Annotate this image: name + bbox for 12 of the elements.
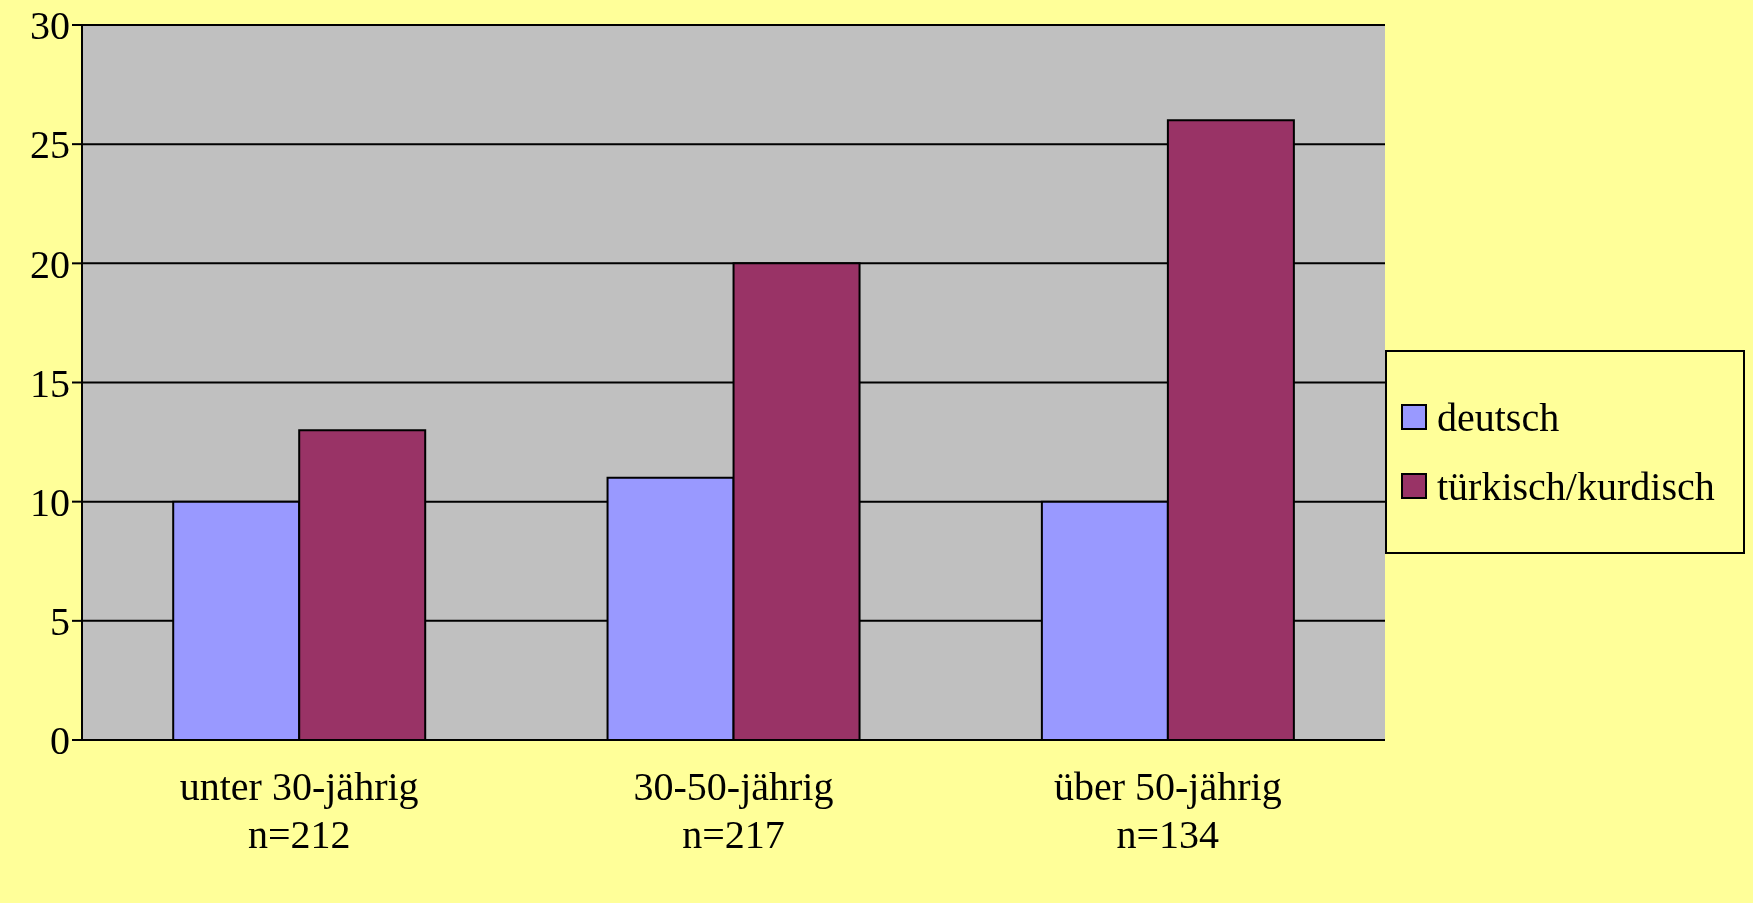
y-tick-label: 10 (30, 479, 70, 525)
y-tick-label: 15 (30, 360, 70, 406)
legend-label: türkisch/kurdisch (1437, 462, 1715, 510)
legend-label: deutsch (1437, 393, 1560, 441)
y-tick-label: 0 (50, 718, 70, 764)
y-tick-label: 5 (50, 599, 70, 645)
y-tick-label: 20 (30, 241, 70, 287)
y-tick-label: 30 (30, 3, 70, 49)
y-tick-label: 25 (30, 122, 70, 168)
x-tick-label: 30-50-jährig n=217 (633, 764, 834, 857)
x-tick-label: über 50-jährig n=134 (1053, 764, 1282, 857)
x-tick-label: unter 30-jährig n=212 (179, 764, 419, 857)
